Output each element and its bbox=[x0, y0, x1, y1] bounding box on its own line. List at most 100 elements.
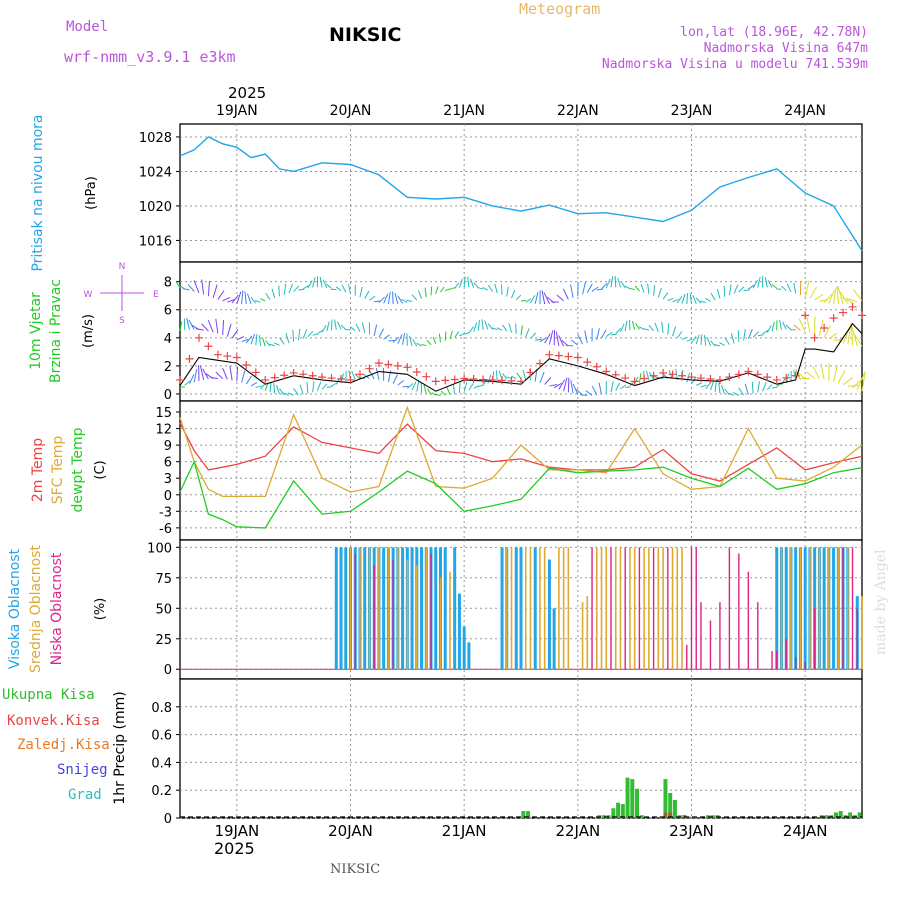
wind-barb bbox=[596, 288, 604, 291]
wind-barb bbox=[695, 297, 702, 304]
temp-sfc-label: SFC Temp bbox=[50, 436, 66, 505]
wind-barb bbox=[231, 329, 239, 339]
wind-barb bbox=[421, 344, 427, 347]
gust-marker bbox=[194, 333, 203, 342]
wind-barb bbox=[255, 385, 262, 388]
wind-barb bbox=[397, 334, 403, 344]
wind-barb bbox=[255, 333, 258, 346]
wind-barb bbox=[714, 344, 721, 347]
wind-barb bbox=[584, 330, 588, 344]
gust-marker bbox=[782, 373, 791, 382]
gust-marker bbox=[517, 377, 525, 386]
gust-marker bbox=[715, 375, 724, 384]
wind-barb bbox=[635, 322, 640, 330]
wind-barb bbox=[463, 381, 468, 392]
gust-marker bbox=[573, 353, 582, 362]
wind-barb bbox=[567, 377, 570, 393]
wind-barb bbox=[250, 382, 258, 387]
wind-barb bbox=[662, 292, 669, 300]
gust-marker bbox=[355, 370, 364, 379]
wind-barb bbox=[605, 331, 613, 337]
wind-barb bbox=[387, 291, 391, 305]
wind-barb bbox=[793, 324, 801, 331]
wind-barb bbox=[207, 320, 214, 333]
gust-marker bbox=[753, 370, 762, 379]
wind-barb bbox=[757, 276, 761, 288]
wind-barb bbox=[317, 329, 323, 335]
wind-barb bbox=[721, 384, 726, 395]
wind-barb bbox=[781, 285, 787, 291]
wind-barb bbox=[728, 392, 735, 396]
model-elevation-label: Nadmorska Visina u modelu 741.539m bbox=[601, 57, 868, 72]
wind-barb bbox=[695, 334, 700, 345]
wind-barb bbox=[481, 319, 484, 330]
wind-barb bbox=[852, 289, 863, 301]
wind-barb bbox=[748, 284, 755, 290]
gust-marker bbox=[725, 373, 734, 382]
gust-marker bbox=[744, 367, 753, 376]
wind-barb bbox=[351, 371, 356, 380]
wind-barb bbox=[397, 295, 404, 304]
wind-barb bbox=[454, 282, 460, 289]
wind-barb bbox=[416, 381, 420, 392]
precip-bar bbox=[630, 779, 635, 818]
y-tick-label: 3 bbox=[164, 472, 172, 487]
wind-barb bbox=[297, 328, 301, 341]
wind-barb bbox=[326, 321, 330, 332]
wind-barb bbox=[700, 384, 707, 388]
y-tick-label: 1016 bbox=[139, 234, 172, 249]
precip-bar bbox=[616, 802, 621, 818]
gust-marker bbox=[535, 359, 544, 368]
wind-barb bbox=[392, 374, 398, 384]
wind-barb bbox=[326, 283, 332, 289]
precip-bar bbox=[668, 792, 673, 818]
gust-marker bbox=[393, 361, 402, 370]
y-tick-label: 12 bbox=[155, 423, 172, 438]
wind-barb bbox=[229, 365, 233, 381]
y-tick-label: 100 bbox=[147, 541, 172, 556]
wind-barb bbox=[793, 282, 797, 294]
wind-barb bbox=[539, 371, 545, 384]
gust-marker bbox=[289, 368, 298, 377]
gust-marker bbox=[678, 371, 687, 380]
wind-direction-band bbox=[179, 316, 863, 347]
wind-barb bbox=[766, 384, 773, 391]
wind-barb bbox=[620, 384, 626, 390]
wind-barb bbox=[364, 290, 370, 300]
wind-barb bbox=[558, 379, 566, 390]
wind-barb bbox=[710, 292, 716, 301]
wind-barb bbox=[302, 285, 309, 290]
wind-barb bbox=[438, 333, 441, 343]
wind-barb bbox=[258, 335, 262, 346]
wind-barb bbox=[786, 283, 792, 293]
wind-barb bbox=[640, 283, 645, 293]
wind-barb bbox=[378, 296, 386, 304]
gust-marker bbox=[431, 377, 440, 386]
x-day-label-top: 24JAN bbox=[784, 103, 826, 119]
wind-barb bbox=[293, 388, 299, 396]
station-title: NIKSIC bbox=[329, 24, 402, 46]
wind-barb bbox=[449, 330, 453, 340]
precip-bar bbox=[663, 812, 668, 818]
wind-barb bbox=[667, 323, 670, 335]
wind-barb bbox=[288, 283, 294, 294]
x-day-label-bottom: 22JAN bbox=[555, 822, 600, 840]
wind-barb bbox=[477, 319, 480, 331]
pressure-line bbox=[179, 136, 863, 252]
wind-barb bbox=[610, 333, 617, 336]
wind-barb bbox=[473, 322, 478, 332]
gust-marker bbox=[696, 374, 705, 383]
wind-barb bbox=[179, 321, 183, 331]
wind-barb bbox=[446, 386, 451, 395]
wind-barb bbox=[681, 293, 686, 304]
gust-marker bbox=[810, 333, 819, 342]
wind-barb bbox=[412, 338, 418, 347]
wind-barb bbox=[809, 286, 817, 299]
wind-barb bbox=[337, 321, 342, 330]
gust-marker bbox=[204, 342, 213, 351]
wind-barb bbox=[700, 334, 703, 345]
wind-barb bbox=[468, 326, 474, 334]
wind-barb bbox=[326, 385, 333, 389]
wind-barb bbox=[416, 342, 422, 347]
wind-barb bbox=[187, 284, 195, 292]
